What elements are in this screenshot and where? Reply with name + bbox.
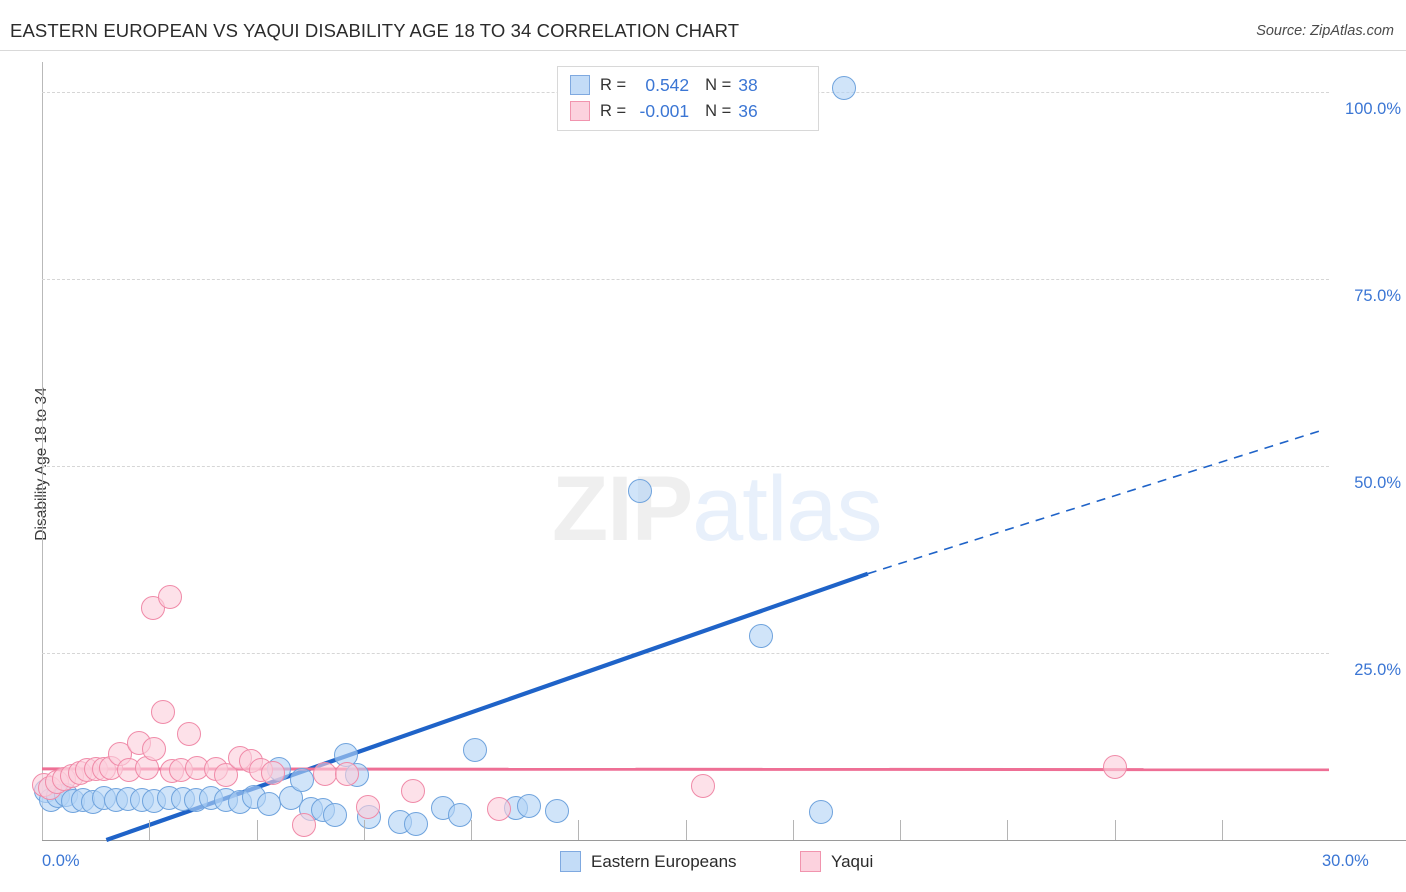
series-swatch-pink-icon	[800, 851, 821, 872]
data-point	[544, 798, 569, 823]
source-attribution: Source: ZipAtlas.com	[1256, 23, 1394, 39]
x-axis-tick	[256, 820, 258, 840]
data-point	[150, 700, 175, 725]
x-axis-tick	[1007, 820, 1009, 840]
data-point	[463, 738, 488, 763]
data-point	[690, 774, 715, 799]
y-axis-tick-label: 75.0%	[1354, 286, 1401, 305]
series-legend-yaqui[interactable]: Yaqui	[800, 851, 873, 872]
data-point	[748, 623, 773, 648]
n-value-blue: 38	[738, 74, 758, 95]
x-axis-tick	[685, 820, 687, 840]
y-axis-tick-label: 100.0%	[1345, 99, 1401, 118]
data-point	[486, 797, 511, 822]
r-value-blue: 0.542	[645, 74, 690, 95]
correlation-row-eastern-europeans: R = 0.542 N = 38	[570, 72, 758, 98]
data-point	[448, 803, 473, 828]
data-point	[260, 760, 285, 785]
series-legend-eastern-europeans[interactable]: Eastern Europeans	[560, 851, 737, 872]
correlation-legend: R = 0.542 N = 38 R = -0.001 N = 36	[557, 66, 819, 131]
gridline	[42, 652, 1329, 654]
r-label-pink: R =	[600, 101, 627, 120]
plot-area: ZIPatlas	[32, 62, 1330, 842]
trend-line-eastern-europeans-dashed	[867, 429, 1323, 575]
series-swatch-blue-icon	[560, 851, 581, 872]
data-point	[289, 768, 314, 793]
gridline	[42, 465, 1329, 467]
data-point	[516, 793, 541, 818]
x-axis-tick	[900, 820, 901, 840]
header-divider	[0, 50, 1406, 51]
y-axis-tick-label: 25.0%	[1354, 660, 1401, 679]
data-point	[356, 795, 381, 820]
x-axis-min-label: 0.0%	[42, 852, 80, 870]
data-point	[176, 721, 201, 746]
data-point	[832, 76, 857, 101]
x-axis-tick	[149, 820, 151, 840]
data-point	[322, 802, 347, 827]
n-label-pink: N =	[705, 101, 732, 120]
data-point	[628, 479, 653, 504]
data-point	[401, 778, 426, 803]
series-label-yaqui: Yaqui	[831, 851, 874, 871]
data-point	[334, 762, 359, 787]
x-axis-tick	[363, 820, 365, 840]
correlation-row-yaqui: R = -0.001 N = 36	[570, 98, 758, 124]
n-value-pink: 36	[738, 100, 758, 121]
data-point	[404, 811, 429, 836]
watermark-zip: ZIP	[552, 458, 693, 560]
n-label-blue: N =	[705, 75, 732, 94]
y-axis-line	[42, 62, 43, 840]
watermark-atlas: atlas	[692, 458, 882, 560]
trend-lines	[41, 429, 1330, 842]
data-point	[291, 813, 316, 838]
legend-swatch-blue-icon	[570, 75, 590, 95]
x-axis-tick	[471, 820, 472, 840]
data-point	[157, 584, 182, 609]
legend-swatch-pink-icon	[570, 101, 590, 121]
x-axis-line	[42, 840, 1406, 841]
data-point	[313, 762, 338, 787]
x-axis-tick	[578, 820, 580, 840]
data-point	[808, 799, 833, 824]
data-point	[142, 736, 167, 761]
data-point	[257, 792, 282, 817]
data-point	[1102, 755, 1127, 780]
r-label-blue: R =	[600, 75, 627, 94]
y-axis-tick-label: 50.0%	[1354, 473, 1401, 492]
x-axis-tick	[1114, 820, 1116, 840]
x-axis-tick	[1221, 820, 1223, 840]
series-label-eastern-europeans: Eastern Europeans	[591, 851, 737, 871]
x-axis-max-label: 30.0%	[1322, 852, 1369, 870]
x-axis-tick	[792, 820, 794, 840]
watermark: ZIPatlas	[552, 457, 882, 562]
gridline	[42, 278, 1329, 280]
r-value-pink: -0.001	[639, 100, 690, 121]
page-title: EASTERN EUROPEAN VS YAQUI DISABILITY AGE…	[10, 20, 740, 41]
